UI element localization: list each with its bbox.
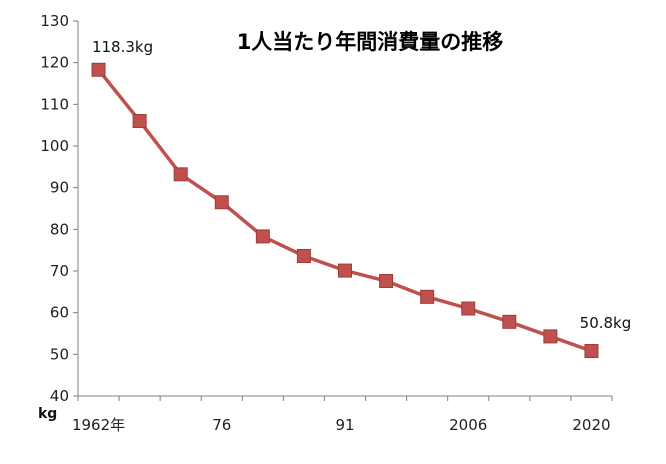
y-tick-label: 70 bbox=[50, 262, 69, 280]
data-point-marker bbox=[132, 114, 147, 128]
x-tick-label: 76 bbox=[212, 416, 231, 434]
y-axis-unit-label: kg bbox=[38, 406, 57, 422]
y-tick-label: 60 bbox=[50, 304, 69, 322]
data-label: 50.8kg bbox=[580, 314, 632, 332]
data-point-marker bbox=[296, 249, 311, 263]
series-line bbox=[97, 68, 593, 353]
x-tick-label: 2020 bbox=[572, 416, 610, 434]
y-tick-label: 120 bbox=[40, 54, 69, 72]
y-tick-label: 40 bbox=[50, 387, 69, 405]
y-tick-label: 130 bbox=[40, 12, 69, 30]
data-point-marker bbox=[379, 274, 394, 288]
data-point-marker bbox=[214, 195, 229, 210]
y-tick-label: 50 bbox=[50, 345, 69, 363]
data-label: 118.3kg bbox=[92, 38, 153, 56]
data-point-marker bbox=[255, 229, 270, 244]
data-point-marker bbox=[543, 329, 558, 344]
y-tick-label: 110 bbox=[40, 95, 69, 113]
data-point-marker bbox=[420, 289, 435, 304]
data-point-marker bbox=[173, 167, 188, 182]
data-point-marker bbox=[461, 301, 476, 316]
data-point-marker bbox=[91, 62, 106, 77]
x-tick-label: 91 bbox=[335, 416, 354, 434]
y-tick-label: 100 bbox=[40, 137, 69, 155]
y-tick-label: 80 bbox=[50, 220, 69, 238]
data-point-marker bbox=[502, 314, 517, 329]
y-tick-label: 90 bbox=[50, 179, 69, 197]
data-point-marker bbox=[584, 344, 599, 358]
chart-title: 1人当たり年間消費量の推移 bbox=[237, 30, 504, 54]
data-point-marker bbox=[338, 263, 352, 278]
x-tick-label: 2006 bbox=[449, 416, 487, 434]
x-tick-label: 1962年 bbox=[72, 416, 125, 434]
